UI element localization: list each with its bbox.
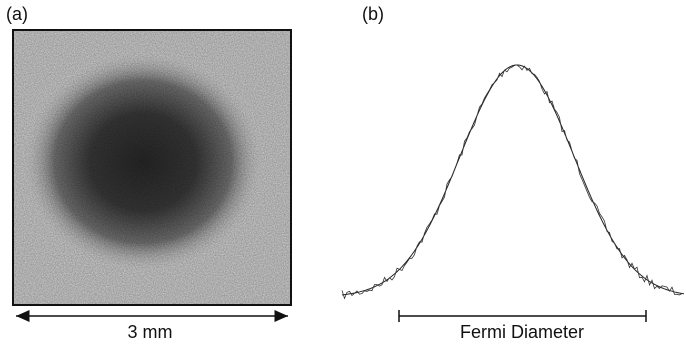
panel-label: (a): [6, 4, 28, 24]
image-panel: [13, 30, 291, 305]
fit-curve: [342, 65, 684, 295]
figure: (a) 3 mm (b) Fermi Diameter: [0, 0, 686, 346]
image-grain: [13, 30, 291, 305]
page: (a) 3 mm (b) Fermi Diameter (() => { con…: [0, 0, 686, 346]
scale-bar: [399, 310, 646, 322]
panel-label: (b): [362, 4, 384, 24]
profile-curve: [342, 65, 682, 298]
scale-label: Fermi Diameter: [460, 322, 584, 342]
scale-label: 3 mm: [128, 322, 173, 342]
